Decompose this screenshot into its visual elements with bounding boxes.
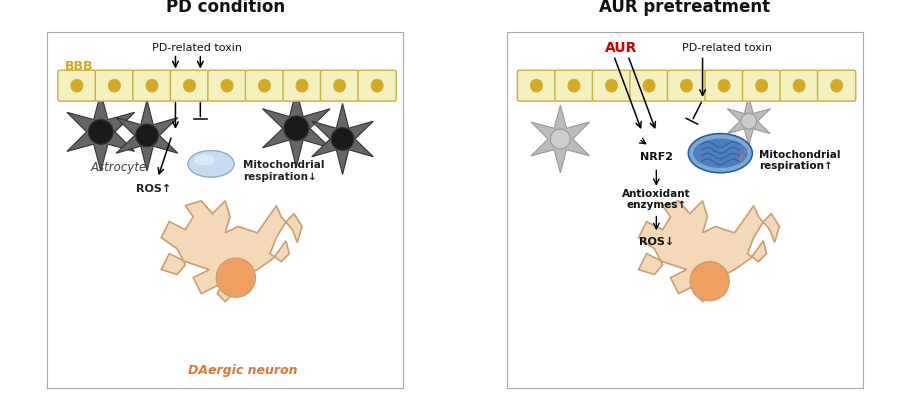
Polygon shape <box>67 93 135 171</box>
Circle shape <box>217 258 256 297</box>
FancyBboxPatch shape <box>246 70 284 101</box>
Ellipse shape <box>531 79 542 92</box>
Ellipse shape <box>688 134 753 173</box>
Text: Antioxidant
enzymes↑: Antioxidant enzymes↑ <box>622 189 691 210</box>
Text: PD condition: PD condition <box>166 0 285 16</box>
Text: NRF2: NRF2 <box>640 152 672 162</box>
Text: ROS↓: ROS↓ <box>639 237 674 247</box>
Polygon shape <box>161 201 302 302</box>
Ellipse shape <box>831 79 843 92</box>
Ellipse shape <box>71 79 83 92</box>
FancyBboxPatch shape <box>358 70 396 101</box>
FancyBboxPatch shape <box>780 70 818 101</box>
FancyBboxPatch shape <box>630 70 668 101</box>
Ellipse shape <box>605 79 618 92</box>
Ellipse shape <box>146 79 158 92</box>
Text: AUR pretreatment: AUR pretreatment <box>599 0 771 16</box>
FancyBboxPatch shape <box>667 70 705 101</box>
FancyBboxPatch shape <box>592 70 631 101</box>
Circle shape <box>741 114 756 129</box>
FancyBboxPatch shape <box>555 70 593 101</box>
FancyBboxPatch shape <box>320 70 359 101</box>
Polygon shape <box>531 105 590 173</box>
Ellipse shape <box>755 79 768 92</box>
Circle shape <box>690 262 729 301</box>
Ellipse shape <box>194 155 215 165</box>
Ellipse shape <box>108 79 120 92</box>
FancyBboxPatch shape <box>170 70 208 101</box>
Polygon shape <box>262 89 330 167</box>
Text: ROS↑: ROS↑ <box>136 184 172 194</box>
Ellipse shape <box>681 79 693 92</box>
Ellipse shape <box>718 79 730 92</box>
Text: Astrocyte: Astrocyte <box>90 161 147 174</box>
FancyBboxPatch shape <box>817 70 855 101</box>
Ellipse shape <box>794 79 805 92</box>
FancyBboxPatch shape <box>517 70 556 101</box>
Circle shape <box>88 120 113 144</box>
Ellipse shape <box>643 79 655 92</box>
Ellipse shape <box>258 79 270 92</box>
Text: AUR: AUR <box>604 41 637 55</box>
Ellipse shape <box>221 79 233 92</box>
Polygon shape <box>312 103 373 175</box>
FancyBboxPatch shape <box>207 70 246 101</box>
Text: Mitochondrial
respiration↓: Mitochondrial respiration↓ <box>243 160 325 182</box>
Text: DAergic neuron: DAergic neuron <box>188 364 298 377</box>
Ellipse shape <box>334 79 346 92</box>
Ellipse shape <box>371 79 383 92</box>
Text: BBB: BBB <box>66 60 94 73</box>
Polygon shape <box>116 100 177 171</box>
Text: Mitochondrial
respiration↑: Mitochondrial respiration↑ <box>760 149 841 171</box>
Circle shape <box>136 124 158 147</box>
Ellipse shape <box>568 79 580 92</box>
FancyBboxPatch shape <box>57 70 96 101</box>
Polygon shape <box>727 96 771 146</box>
FancyBboxPatch shape <box>705 70 743 101</box>
FancyBboxPatch shape <box>133 70 171 101</box>
Circle shape <box>284 116 308 141</box>
Text: PD-related toxin: PD-related toxin <box>682 43 773 53</box>
Circle shape <box>551 129 571 149</box>
FancyBboxPatch shape <box>283 70 321 101</box>
FancyBboxPatch shape <box>743 70 781 101</box>
Text: PD-related toxin: PD-related toxin <box>152 43 242 53</box>
Polygon shape <box>639 201 779 302</box>
FancyBboxPatch shape <box>96 70 134 101</box>
Ellipse shape <box>187 151 234 177</box>
Circle shape <box>331 128 354 150</box>
Ellipse shape <box>184 79 196 92</box>
Ellipse shape <box>296 79 308 92</box>
Ellipse shape <box>693 139 747 168</box>
